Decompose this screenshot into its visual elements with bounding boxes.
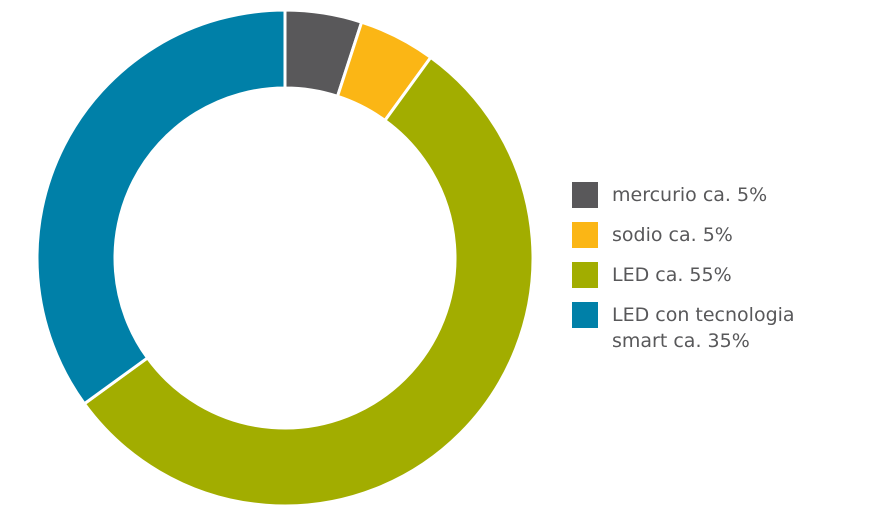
legend-swatch — [572, 262, 598, 288]
legend-item: mercurio ca. 5% — [572, 182, 872, 208]
legend-item: LED con tecnologia smart ca. 35% — [572, 302, 872, 354]
legend-label: LED con tecnologia smart ca. 35% — [612, 304, 795, 352]
legend-label: mercurio ca. 5% — [612, 184, 768, 206]
donut-slice — [35, 8, 287, 406]
legend-item: LED ca. 55% — [572, 262, 872, 288]
legend-swatch — [572, 302, 598, 328]
legend-label: sodio ca. 5% — [612, 224, 733, 246]
legend-swatch — [572, 222, 598, 248]
donut-slice — [82, 55, 535, 508]
legend: mercurio ca. 5% sodio ca. 5% LED ca. 55% LE… — [572, 182, 872, 368]
legend-item: sodio ca. 5% — [572, 222, 872, 248]
legend-swatch — [572, 182, 598, 208]
legend-label: LED ca. 55% — [612, 264, 732, 286]
